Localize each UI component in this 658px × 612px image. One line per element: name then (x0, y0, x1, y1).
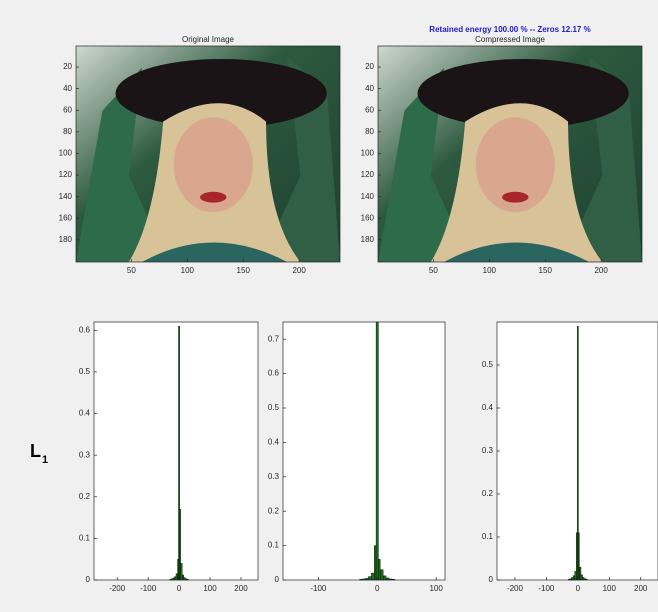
x-tick-label: 200 (594, 266, 608, 275)
x-tick-label: 100 (483, 266, 497, 275)
y-tick-label: 40 (63, 84, 72, 93)
y-tick-label: 0 (86, 575, 91, 584)
histogram-bar (382, 575, 387, 581)
y-tick-label: 0.1 (482, 532, 494, 541)
y-tick-label: 20 (63, 62, 72, 71)
y-tick-label: 0.7 (268, 334, 280, 343)
axes-title: Compressed Image (475, 35, 545, 44)
histogram-bar (374, 545, 377, 581)
y-tick-label: 0.3 (268, 472, 280, 481)
y-tick-label: 0.4 (79, 409, 91, 418)
x-tick-label: 200 (292, 266, 306, 275)
y-tick-label: 0.6 (268, 369, 280, 378)
x-tick-label: 200 (234, 584, 248, 593)
y-tick-label: 180 (361, 235, 375, 244)
histogram-bar (375, 321, 379, 581)
x-tick-label: 50 (429, 266, 438, 275)
x-tick-label: 100 (203, 584, 217, 593)
histogram-bar (175, 573, 178, 581)
axes-background (94, 322, 258, 580)
x-tick-label: -100 (538, 584, 555, 593)
y-tick-label: 0.2 (268, 506, 280, 515)
y-tick-label: 60 (63, 105, 72, 114)
image (76, 46, 340, 262)
x-tick-label: 150 (237, 266, 251, 275)
y-tick-label: 0.3 (79, 450, 91, 459)
x-tick-label: 100 (429, 584, 443, 593)
axes-title: Original Image (182, 35, 235, 44)
y-tick-label: 80 (63, 127, 72, 136)
y-tick-label: 0.2 (79, 492, 91, 501)
axes-background (283, 322, 445, 580)
row-label: L (30, 441, 41, 461)
y-tick-label: 140 (361, 192, 375, 201)
y-tick-label: 0.2 (482, 489, 494, 498)
axes-frame (75, 45, 341, 263)
y-tick-label: 140 (59, 192, 73, 201)
x-tick-label: 100 (181, 266, 195, 275)
y-tick-label: 180 (59, 235, 73, 244)
y-tick-label: 0.1 (79, 533, 91, 542)
y-tick-label: 100 (59, 149, 73, 158)
y-tick-label: 160 (361, 213, 375, 222)
image (378, 46, 642, 262)
x-tick-label: 200 (634, 584, 648, 593)
row-label-subscript: 1 (42, 454, 48, 466)
y-tick-label: 0.5 (482, 360, 494, 369)
histogram-bar (582, 577, 585, 581)
y-tick-label: 0 (275, 575, 280, 584)
histogram-bar (572, 575, 575, 581)
y-tick-label: 0 (489, 575, 494, 584)
y-tick-label: 0.3 (482, 446, 494, 455)
x-tick-label: -200 (507, 584, 524, 593)
x-tick-label: 0 (375, 584, 380, 593)
y-tick-label: 0.4 (482, 403, 494, 412)
y-tick-label: 0.6 (79, 325, 91, 334)
x-tick-label: 0 (177, 584, 182, 593)
y-tick-label: 100 (361, 149, 375, 158)
histogram-bar (579, 566, 582, 581)
x-tick-label: -200 (109, 584, 126, 593)
y-tick-label: 120 (361, 170, 375, 179)
y-tick-label: 20 (365, 62, 374, 71)
x-tick-label: -100 (310, 584, 327, 593)
histogram-bar (174, 576, 177, 581)
histogram-bar (181, 574, 184, 581)
y-tick-label: 60 (365, 105, 374, 114)
energy-title: Retained energy 100.00 % -- Zeros 12.17 … (429, 25, 590, 34)
y-tick-label: 160 (59, 213, 73, 222)
y-tick-label: 0.5 (79, 367, 91, 376)
x-tick-label: 150 (539, 266, 553, 275)
histogram-bar (371, 572, 375, 581)
y-tick-label: 0.5 (268, 403, 280, 412)
y-tick-label: 120 (59, 170, 73, 179)
histogram-bar (380, 569, 384, 581)
axes-frame (282, 321, 446, 581)
y-tick-label: 0.4 (268, 438, 280, 447)
x-tick-label: 50 (127, 266, 136, 275)
axes-frame (377, 45, 643, 263)
x-tick-label: 0 (576, 584, 581, 593)
y-tick-label: 0.1 (268, 541, 280, 550)
histogram-bar (183, 577, 186, 581)
histogram-bar (180, 563, 183, 581)
x-tick-label: 100 (603, 584, 617, 593)
histogram-bar (368, 576, 372, 581)
x-tick-label: -100 (140, 584, 157, 593)
histogram-bar (574, 571, 577, 581)
axes-frame (93, 321, 259, 581)
histogram-bar (571, 577, 574, 581)
y-tick-label: 40 (365, 84, 374, 93)
y-tick-label: 80 (365, 127, 374, 136)
histogram-bar (580, 574, 583, 581)
histogram-bar (378, 559, 381, 581)
